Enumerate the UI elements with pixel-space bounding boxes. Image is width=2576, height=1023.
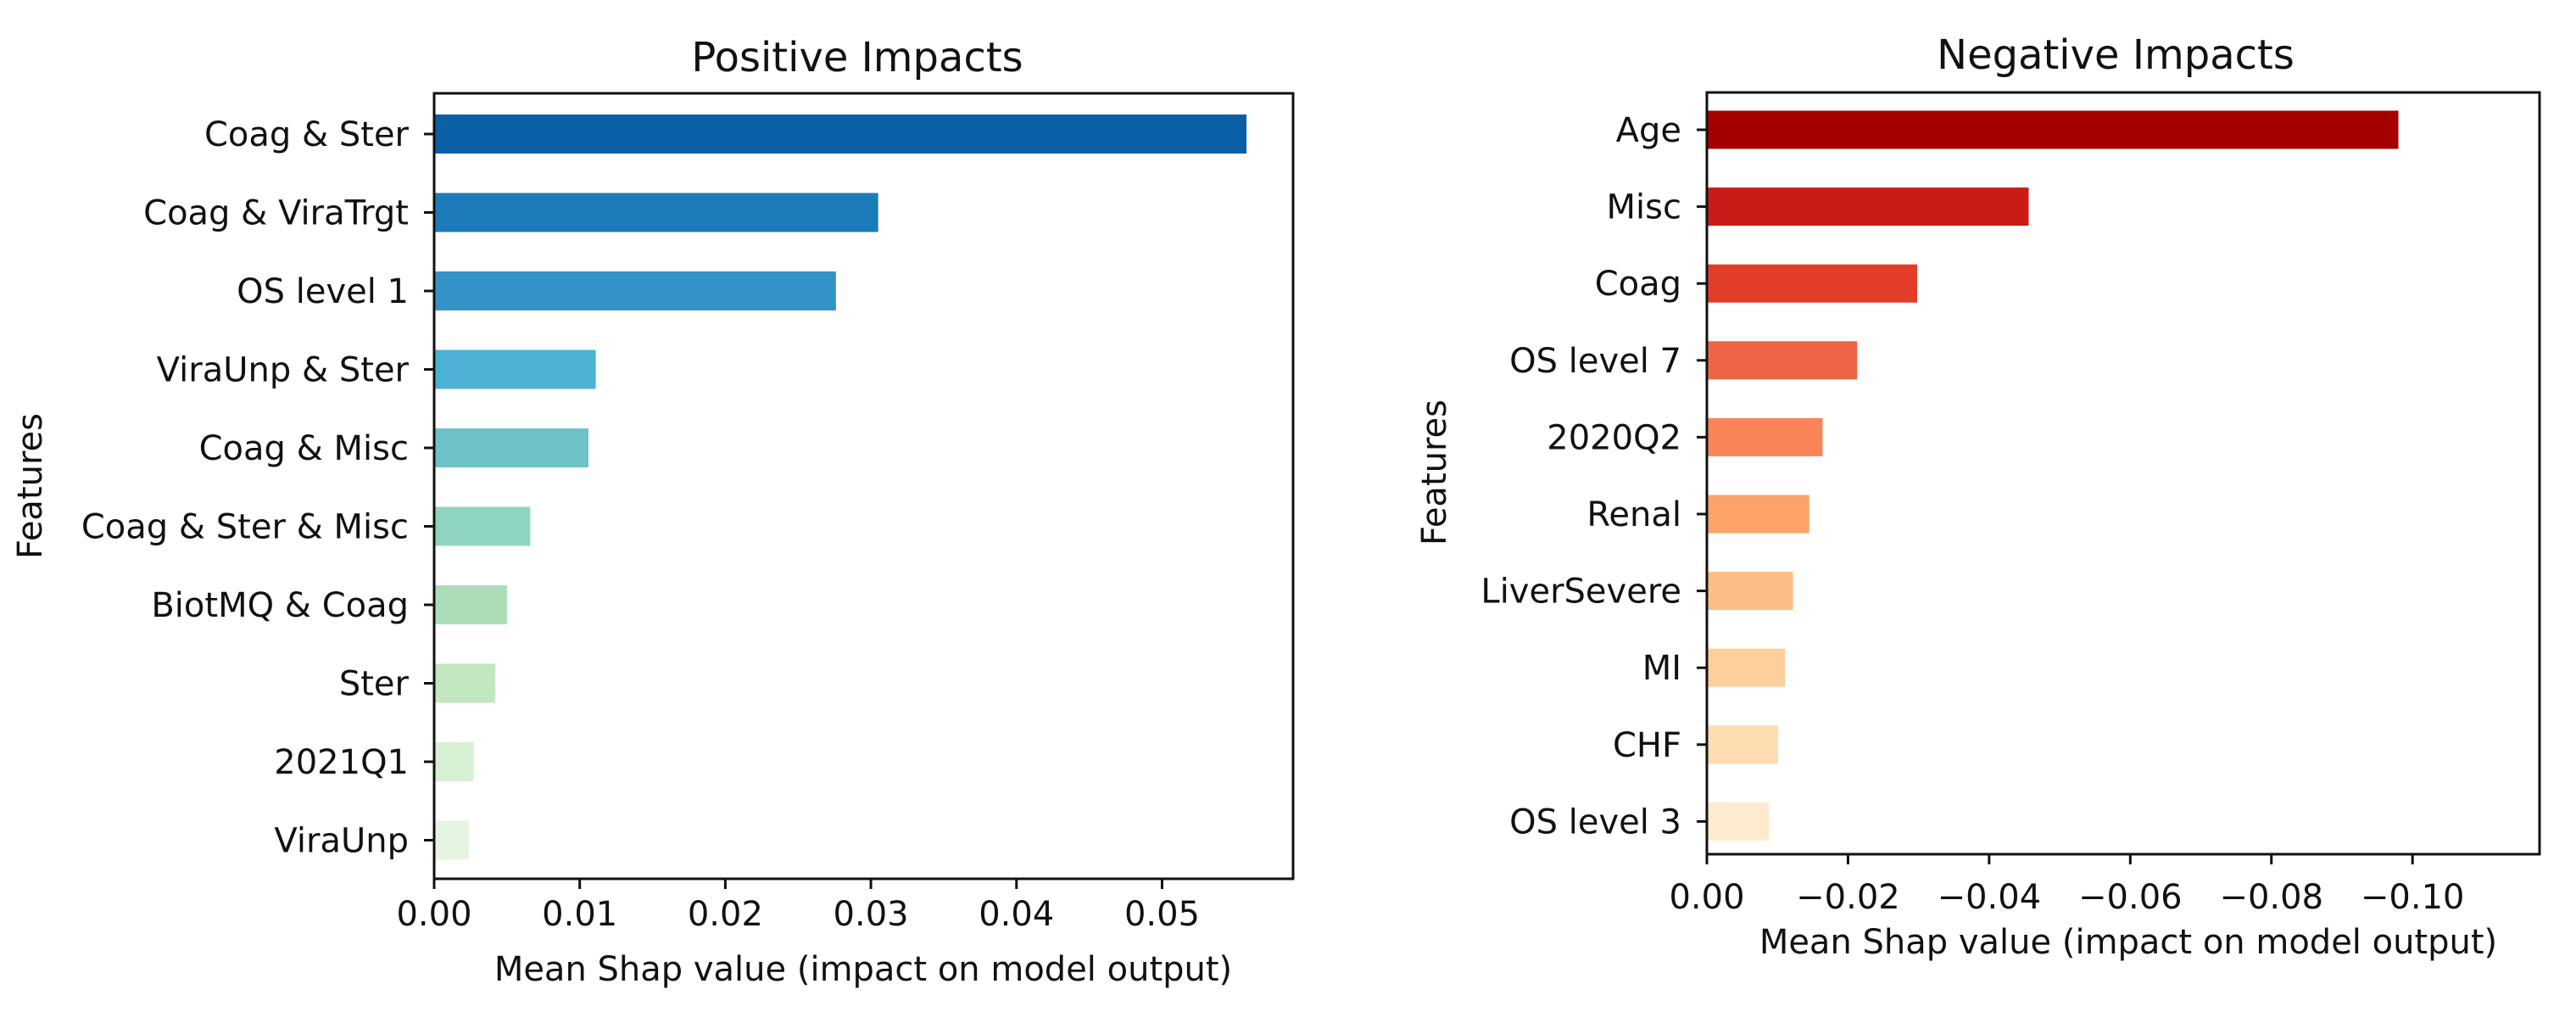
bar-renal [1707, 495, 1809, 534]
y-tick-label: CHF [1613, 726, 1681, 765]
y-tick-label: OS level 1 [237, 272, 409, 311]
bar-viraunp-ster [434, 349, 596, 389]
y-tick-label: Age [1616, 111, 1681, 150]
bar-misc [1707, 187, 2029, 226]
bar-coag-viratrgt [434, 193, 878, 232]
y-tick-label: ViraUnp [274, 822, 409, 861]
x-tick-label: 0.01 [542, 895, 617, 934]
y-tick-label: MI [1642, 649, 1681, 688]
positive-impacts-chart: Positive Impacts Coag & Ster Coag & ViraT… [11, 34, 1295, 989]
plot-frame [1705, 91, 2541, 856]
y-tick-label: OS level 7 [1509, 342, 1681, 381]
bar-os-level-7 [1707, 341, 1858, 380]
y-tick-label: Coag [1595, 265, 1681, 304]
x-ticks: 0.00 −0.02 −0.04 −0.06 −0.08 −0.10 [1669, 854, 2464, 917]
x-tick-label: −0.02 [1796, 878, 1900, 917]
bar-biotmq-coag [434, 585, 507, 624]
y-tick-label: Renal [1586, 495, 1681, 534]
y-tick-label: LiverSevere [1480, 573, 1681, 612]
y-tick-label: Misc [1607, 188, 1681, 227]
bar-mi [1707, 648, 1786, 687]
x-tick-label: 0.04 [979, 895, 1054, 934]
bar-viraunp [434, 820, 470, 860]
bar-coag-ster-misc [434, 506, 531, 546]
x-tick-label: −0.08 [2219, 878, 2323, 917]
y-tick-label: Ster [339, 665, 410, 704]
bar-os-level-1 [434, 271, 836, 310]
bar-coag [1707, 264, 1917, 303]
x-tick-label: −0.04 [1938, 878, 2042, 917]
x-tick-label: 0.03 [834, 895, 909, 934]
y-tick-label: ViraUnp & Ster [157, 351, 410, 390]
bar-chf [1707, 725, 1779, 764]
y-axis-label: Features [1415, 400, 1454, 545]
bars [434, 115, 1247, 860]
y-tick-label: Coag & Ster & Misc [81, 508, 409, 547]
bar-ster [434, 663, 496, 703]
chart-title: Negative Impacts [1937, 31, 2294, 79]
x-tick-label: 0.02 [688, 895, 763, 934]
x-tick-label: −0.10 [2361, 878, 2465, 917]
y-tick-label: Coag & Misc [199, 429, 409, 468]
y-tick-label: Coag & Ster [204, 115, 410, 154]
x-tick-label: 0.00 [1669, 878, 1744, 917]
x-axis-label: Mean Shap value (impact on model output) [494, 950, 1232, 989]
bar-os-level-3 [1707, 802, 1770, 841]
y-tick-labels: Coag & Ster Coag & ViraTrgt OS level 1 Vira… [81, 115, 434, 861]
y-tick-label: BiotMQ & Coag [151, 586, 409, 625]
x-ticks: 0.00 0.01 0.02 0.03 0.04 0.05 [396, 879, 1200, 934]
chart-title: Positive Impacts [691, 34, 1023, 81]
bar-liversevere [1707, 572, 1793, 611]
negative-impacts-chart: Negative Impacts Age Misc Coag OS level 7 20… [1415, 31, 2541, 962]
x-tick-label: 0.05 [1124, 895, 1200, 934]
y-tick-labels: Age Misc Coag OS level 7 2020Q2 Renal LiverSev… [1480, 111, 1707, 841]
bar-age [1707, 110, 2399, 149]
y-axis-label: Features [11, 413, 50, 559]
bar-coag-misc [434, 428, 588, 467]
y-tick-label: 2020Q2 [1547, 418, 1681, 457]
bar-2020q2 [1707, 417, 1823, 456]
y-tick-label: 2021Q1 [274, 743, 409, 782]
x-tick-label: −0.06 [2078, 878, 2183, 917]
y-tick-label: Coag & ViraTrgt [143, 194, 409, 233]
bar-coag-ster [434, 115, 1247, 154]
y-tick-label: OS level 3 [1509, 802, 1681, 841]
plot-frame [432, 92, 1295, 880]
x-axis-label: Mean Shap value (impact on model output) [1759, 923, 2497, 962]
x-tick-label: 0.00 [396, 895, 471, 934]
bars [1707, 110, 2399, 841]
bar-2021q1 [434, 742, 474, 781]
